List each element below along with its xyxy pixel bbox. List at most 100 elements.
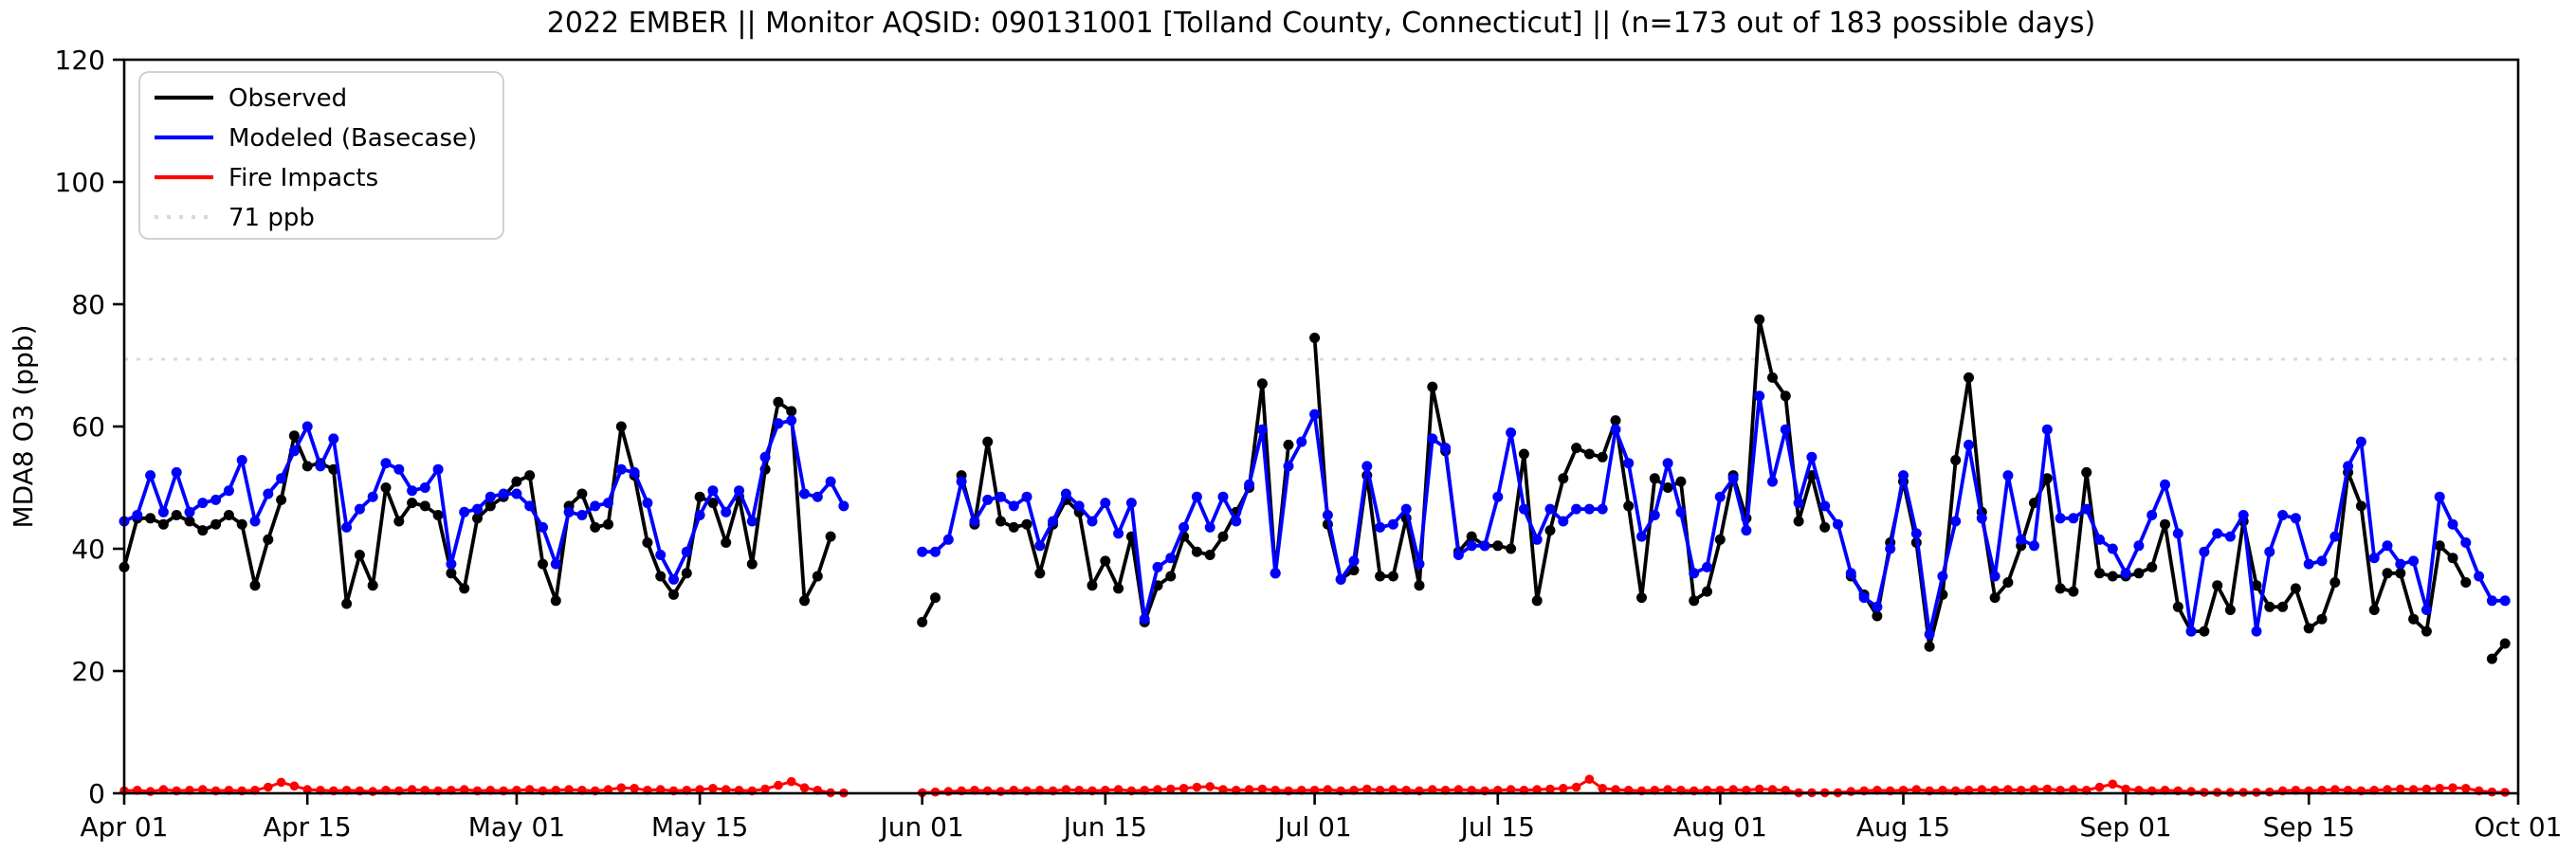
legend-label-1: Observed	[228, 84, 347, 113]
data-point	[668, 589, 679, 600]
data-point	[1583, 503, 1595, 515]
data-point	[2251, 626, 2262, 637]
data-point	[1675, 506, 1687, 517]
data-point	[2016, 534, 2027, 545]
data-point	[1702, 561, 1712, 572]
data-point	[2499, 595, 2511, 607]
data-point	[1453, 785, 1464, 794]
data-point	[1087, 516, 1098, 527]
data-point	[1649, 510, 1660, 520]
data-point	[1362, 784, 1372, 794]
x-tick-label: Apr 15	[264, 811, 352, 843]
data-point	[1544, 503, 1556, 515]
data-point	[2499, 638, 2511, 649]
data-point	[563, 506, 575, 517]
data-point	[1558, 473, 1569, 484]
data-point	[2421, 784, 2432, 794]
data-point	[1204, 521, 1215, 533]
data-point	[538, 558, 548, 570]
data-point	[132, 510, 143, 520]
data-point	[2368, 553, 2380, 564]
data-point	[1793, 516, 1804, 527]
data-point	[432, 510, 444, 520]
data-point	[930, 592, 941, 604]
data-point	[1217, 531, 1229, 542]
data-point	[1008, 521, 1019, 533]
data-point	[2434, 491, 2445, 502]
data-point	[1427, 433, 1438, 445]
data-point	[2382, 540, 2393, 552]
data-point	[812, 571, 823, 582]
data-point	[2368, 605, 2380, 615]
data-point	[380, 458, 392, 469]
x-axis: Apr 01 Apr 15 May 01 May 15 Jun 01 Jun 15 Jul …	[81, 793, 2562, 843]
data-point	[1597, 451, 1608, 463]
data-point	[707, 498, 719, 509]
data-point	[655, 550, 667, 560]
x-tick-label: May 15	[651, 811, 748, 843]
data-point	[1872, 610, 1883, 622]
data-point	[1714, 491, 1726, 502]
data-point	[1754, 314, 1765, 325]
data-point	[1270, 568, 1281, 579]
data-point	[2185, 626, 2197, 637]
data-point	[2251, 580, 2262, 591]
data-point	[288, 445, 300, 457]
data-point	[1911, 785, 1922, 794]
data-point	[2303, 558, 2314, 570]
data-point	[996, 491, 1006, 502]
data-point	[2224, 605, 2236, 615]
data-point	[524, 500, 536, 512]
data-point	[1885, 543, 1896, 554]
data-point	[1767, 476, 1778, 487]
data-point	[2042, 784, 2053, 794]
data-point	[301, 421, 313, 432]
data-point	[721, 785, 731, 794]
data-point	[1257, 784, 1268, 794]
data-point	[498, 488, 509, 499]
data-point	[2133, 540, 2145, 552]
data-point	[1702, 586, 1712, 597]
data-point	[2212, 528, 2223, 539]
data-point	[145, 470, 156, 481]
data-point	[825, 531, 836, 542]
data-point	[2147, 510, 2158, 520]
data-point	[1061, 785, 1071, 794]
data-point	[2147, 561, 2158, 572]
data-point	[288, 430, 300, 442]
data-point	[1204, 550, 1215, 560]
data-point	[799, 488, 810, 499]
data-point	[354, 503, 365, 515]
data-point	[1754, 390, 1765, 402]
data-point	[1819, 521, 1831, 533]
y-tick-label: 100	[55, 167, 105, 198]
data-point	[354, 550, 365, 560]
data-point	[996, 787, 1006, 796]
data-point	[2395, 558, 2406, 570]
data-point	[2408, 613, 2420, 625]
data-point	[407, 498, 418, 509]
data-point	[315, 461, 326, 472]
data-point	[1440, 443, 1452, 454]
data-point	[786, 415, 797, 426]
data-point	[380, 482, 392, 493]
data-point	[1492, 491, 1504, 502]
data-point	[341, 598, 353, 609]
data-point	[1845, 568, 1856, 579]
data-point	[1427, 381, 1438, 392]
data-point	[484, 491, 496, 502]
data-point	[459, 785, 469, 794]
data-point	[289, 781, 300, 791]
data-point	[2316, 555, 2328, 567]
y-tick-label: 40	[71, 534, 105, 565]
data-point	[2277, 510, 2289, 520]
data-point	[1689, 595, 1700, 607]
data-point	[2330, 785, 2340, 794]
data-point	[223, 510, 234, 520]
data-point	[1113, 785, 1124, 794]
data-point	[184, 506, 195, 517]
data-point	[1636, 592, 1647, 604]
data-point	[681, 546, 692, 557]
data-point	[2408, 785, 2419, 794]
